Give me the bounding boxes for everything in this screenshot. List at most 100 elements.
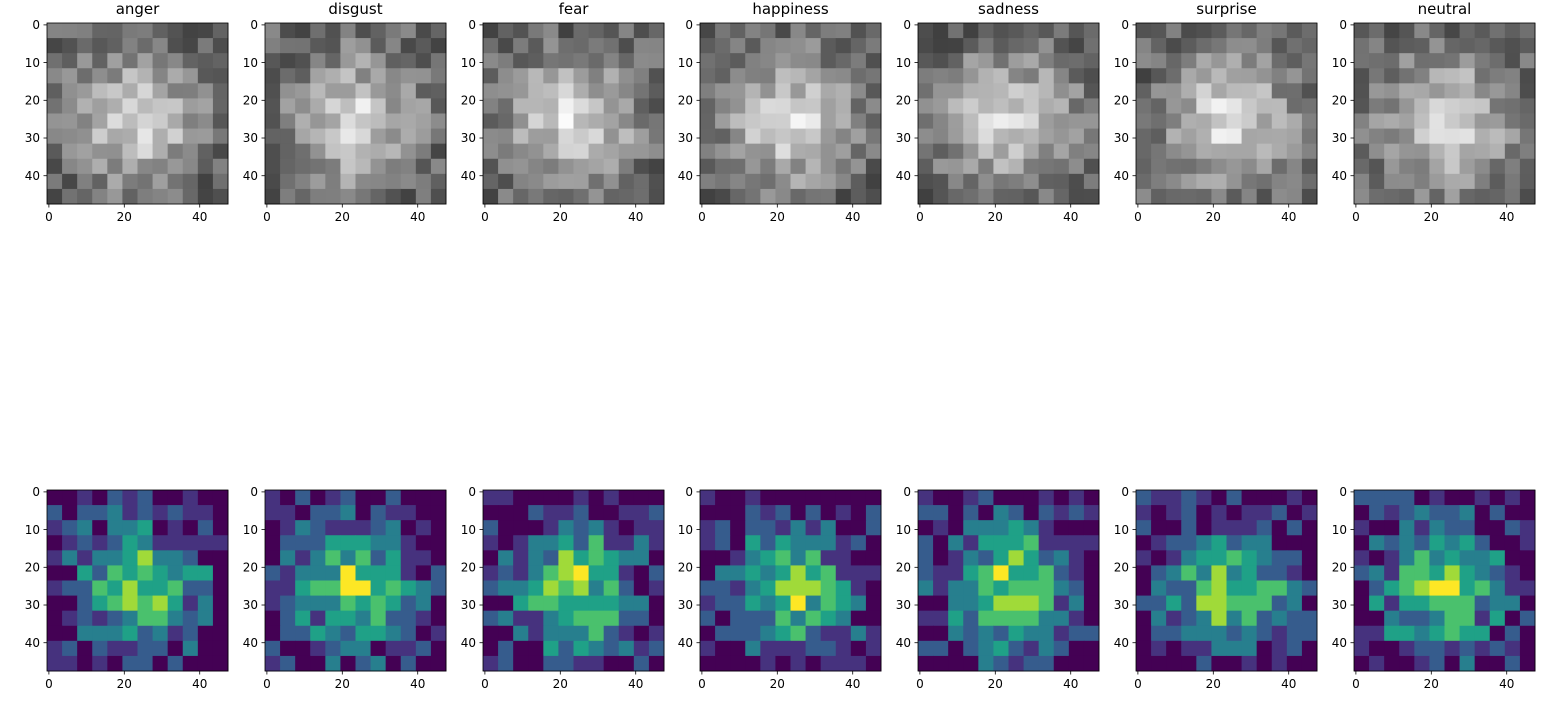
image-pixel-block (1369, 38, 1385, 54)
image-pixel-block (700, 98, 716, 114)
image-pixel-block (310, 158, 326, 175)
heatmap-cell (775, 655, 791, 672)
heatmap-cell (588, 610, 605, 627)
heatmap-cell (760, 535, 776, 551)
image-pixel-block (775, 113, 791, 130)
image-pixel-block (775, 158, 791, 175)
image-pixel-block (700, 158, 716, 175)
image-pixel-block (415, 68, 432, 84)
heatmap-cell (1504, 595, 1521, 612)
image-pixel-block (295, 158, 311, 175)
image-pixel-block (1519, 188, 1536, 205)
image-pixel-block (1166, 113, 1182, 130)
heatmap-cell (775, 640, 791, 657)
heatmap-cell (1181, 655, 1197, 672)
image-pixel-block (528, 83, 544, 99)
y-tick-label: 30 (461, 131, 476, 145)
heatmap-cell (152, 610, 169, 627)
image-pixel-block (1083, 188, 1100, 205)
heatmap-cell (107, 595, 123, 612)
image-pixel-block (865, 173, 882, 190)
heatmap-cell (1053, 490, 1070, 506)
image-pixel-block (948, 38, 964, 54)
image-pixel-block (295, 53, 311, 69)
image-pixel-block (1369, 23, 1385, 39)
image-pixel-block (1399, 143, 1415, 160)
image-pixel-block (1489, 158, 1506, 175)
image-pixel-block (1038, 128, 1055, 145)
image-pixel-block (543, 38, 559, 54)
heatmap-cell (92, 640, 108, 657)
heatmap-cell (1429, 655, 1445, 672)
image-pixel-block (700, 128, 716, 145)
image-pixel-block (1256, 53, 1273, 69)
heatmap-cell (558, 595, 574, 612)
image-pixel-block (355, 68, 372, 84)
image-pixel-block (1519, 98, 1536, 114)
image-pixel-block (1384, 98, 1400, 114)
image-pixel-block (1226, 188, 1243, 205)
heatmap-cell (715, 610, 731, 627)
image-pixel-block (325, 188, 341, 205)
heatmap-cell (310, 595, 326, 612)
image-pixel-block (633, 38, 650, 54)
y-tick-label: 20 (243, 561, 258, 575)
heatmap-cell (573, 490, 590, 506)
image-pixel-block (370, 128, 387, 145)
image-pixel-block (933, 53, 949, 69)
heatmap-cell (498, 520, 514, 536)
image-pixel-block (370, 113, 387, 130)
image-pixel-block (558, 188, 574, 205)
heatmap-cell (528, 640, 544, 657)
image-pixel-block (918, 38, 934, 54)
image-pixel-block (993, 173, 1009, 190)
image-pixel-block (1444, 38, 1461, 54)
heatmap-cell (820, 610, 837, 627)
heatmap-cell (1459, 655, 1476, 672)
title-happiness: happiness (752, 0, 828, 18)
image-pixel-block (1053, 68, 1070, 84)
image-pixel-block (745, 23, 761, 39)
heatmap-cell (1083, 640, 1100, 657)
heatmap-cell (1136, 610, 1152, 627)
heatmap-cell (1474, 550, 1491, 566)
heatmap-cell (730, 655, 746, 672)
image-pixel-block (385, 113, 402, 130)
heatmap-cell (790, 535, 807, 551)
heatmap-cell (1429, 565, 1445, 581)
image-pixel-block (1053, 38, 1070, 54)
heatmap-cell (1414, 505, 1430, 521)
image-pixel-block (820, 38, 837, 54)
heatmap-cell (1211, 655, 1227, 672)
image-pixel-block (1241, 68, 1258, 84)
heatmap-cell (1083, 490, 1100, 506)
image-pixel-block (1504, 113, 1521, 130)
image-pixel-block (1384, 68, 1400, 84)
image-pixel-block (325, 83, 341, 99)
image-pixel-block (820, 173, 837, 190)
image-pixel-block (528, 68, 544, 84)
heatmap-cell (805, 565, 822, 581)
image-pixel-block (1151, 173, 1167, 190)
image-pixel-block (1226, 83, 1243, 99)
image-pixel-block (775, 98, 791, 114)
heatmap-cell (648, 550, 665, 566)
image-pixel-block (1196, 113, 1212, 130)
image-pixel-block (790, 143, 807, 160)
image-pixel-block (167, 98, 184, 114)
heatmap-cell (1504, 535, 1521, 551)
heatmap-cell (1211, 550, 1227, 566)
image-pixel-block (918, 173, 934, 190)
heatmap-cell (1136, 580, 1152, 597)
heatmap-cell (730, 520, 746, 536)
y-tick-label: 40 (896, 636, 911, 650)
heatmap-cell (370, 610, 387, 627)
image-pixel-block (197, 188, 214, 205)
heatmap-cell (1038, 610, 1055, 627)
heatmap-cell (528, 580, 544, 597)
heatmap-cell (415, 565, 432, 581)
image-sadness-viridis (918, 490, 1100, 672)
image-pixel-block (1519, 113, 1536, 130)
heatmap-cell (1053, 640, 1070, 657)
image-pixel-block (77, 83, 93, 99)
